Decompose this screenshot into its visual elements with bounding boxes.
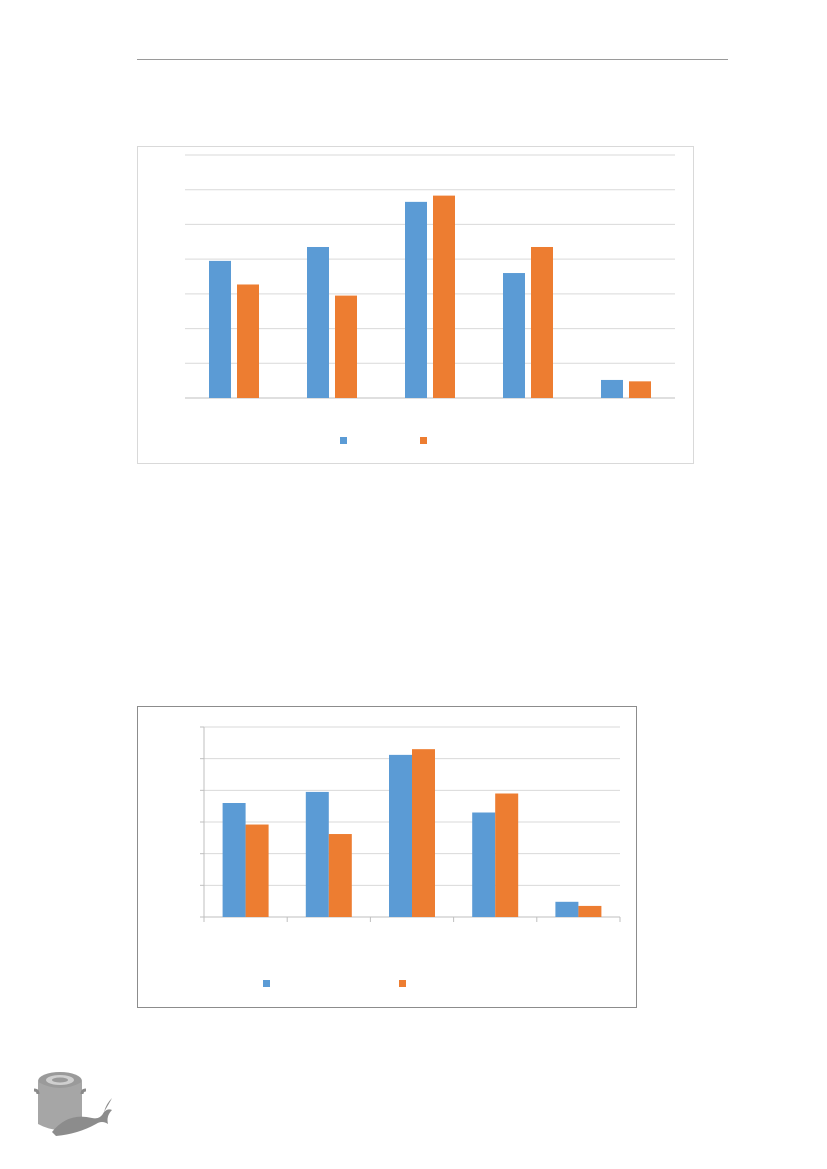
bar-s2-c3 <box>412 749 435 917</box>
bar-s2-c2 <box>335 295 357 398</box>
bar-s1-c1 <box>209 260 231 398</box>
legend-marker-s2 <box>399 980 406 987</box>
bar-s2-c1 <box>237 284 259 398</box>
chart-1 <box>137 146 694 464</box>
bar-s2-c3 <box>433 195 455 398</box>
legend-marker-s1 <box>340 437 347 444</box>
legend-marker-s2 <box>420 437 427 444</box>
bar-s1-c2 <box>305 791 329 917</box>
bar-s2-c5 <box>578 905 602 917</box>
bar-s1-c1 <box>222 803 246 917</box>
pot-fish-icon <box>33 1068 114 1140</box>
legend-marker-s1 <box>263 980 270 987</box>
header-rule <box>137 59 728 60</box>
chart-2 <box>137 706 637 1008</box>
bar-s1-c5 <box>555 901 579 917</box>
bar-s1-c3 <box>389 754 412 917</box>
bar-s1-c4 <box>472 812 496 917</box>
bar-s1-c2 <box>307 246 329 398</box>
bar-s1-c4 <box>503 273 525 398</box>
bar-s2-c4 <box>495 793 519 917</box>
bar-s2-c4 <box>531 246 553 398</box>
chart-1-svg <box>185 154 675 444</box>
bar-s1-c5 <box>601 379 623 398</box>
bar-s2-c2 <box>328 834 352 917</box>
bar-s2-c1 <box>245 824 269 917</box>
bar-s2-c5 <box>629 381 651 398</box>
bar-s1-c3 <box>405 201 427 398</box>
chart-2-svg <box>200 726 621 987</box>
